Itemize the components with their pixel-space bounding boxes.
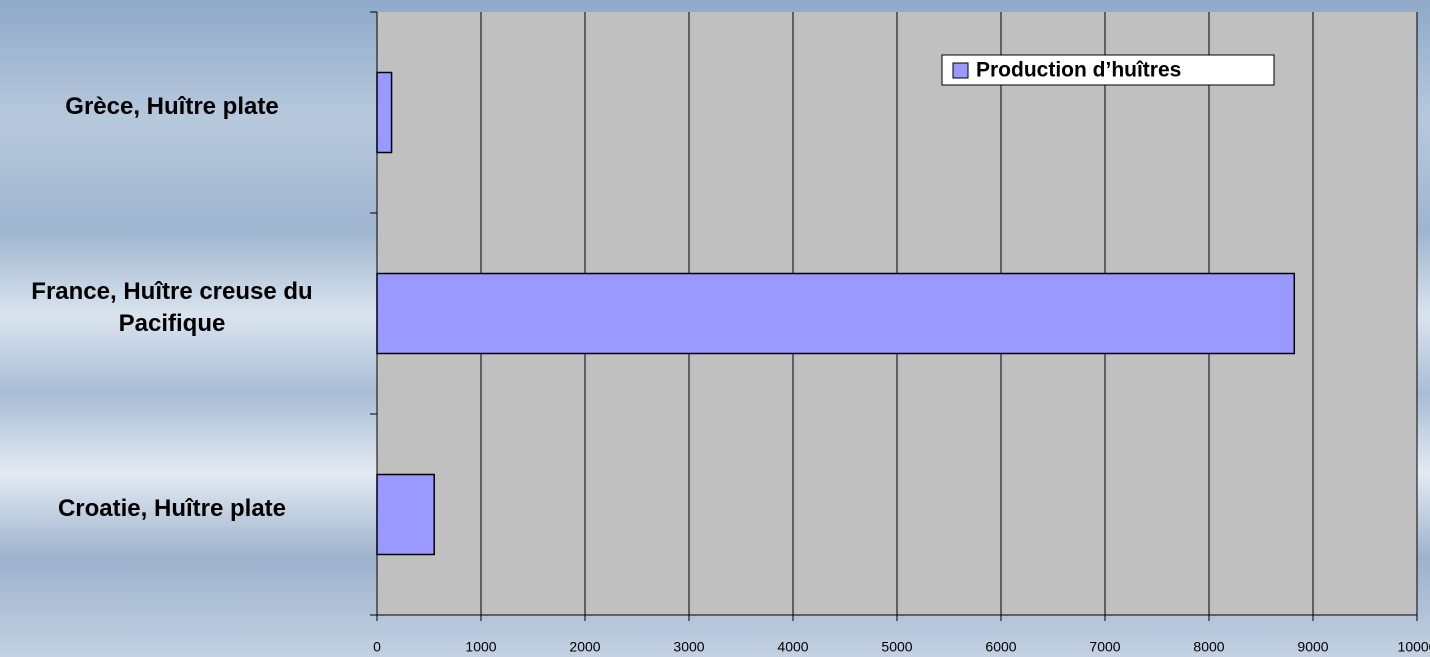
y-tick-label: Croatie, Huître plate — [57, 494, 287, 522]
legend — [941, 54, 1275, 86]
legend-swatch — [952, 62, 969, 79]
x-tick-label: 9000 — [1297, 639, 1328, 655]
bar — [376, 71, 393, 154]
x-tick-label: 3000 — [673, 639, 704, 655]
y-tick-label: France, Huître creuse du Pacifique — [31, 277, 313, 337]
bar — [376, 272, 1296, 355]
x-tick-label: 5000 — [881, 639, 912, 655]
x-tick-label: 2000 — [569, 639, 600, 655]
x-tick-label: 1000 — [465, 639, 496, 655]
x-tick-label: 4000 — [777, 639, 808, 655]
x-tick-label: 6000 — [985, 639, 1016, 655]
x-tick-label: 0 — [373, 639, 381, 655]
x-tick-label: 8000 — [1193, 639, 1224, 655]
bar — [376, 473, 435, 556]
y-tick-label: Grèce, Huître plate — [65, 92, 279, 120]
x-tick-label: 7000 — [1089, 639, 1120, 655]
x-tick-label: 10000 — [1398, 639, 1430, 655]
legend-label: Production d’huîtres — [976, 59, 1181, 82]
